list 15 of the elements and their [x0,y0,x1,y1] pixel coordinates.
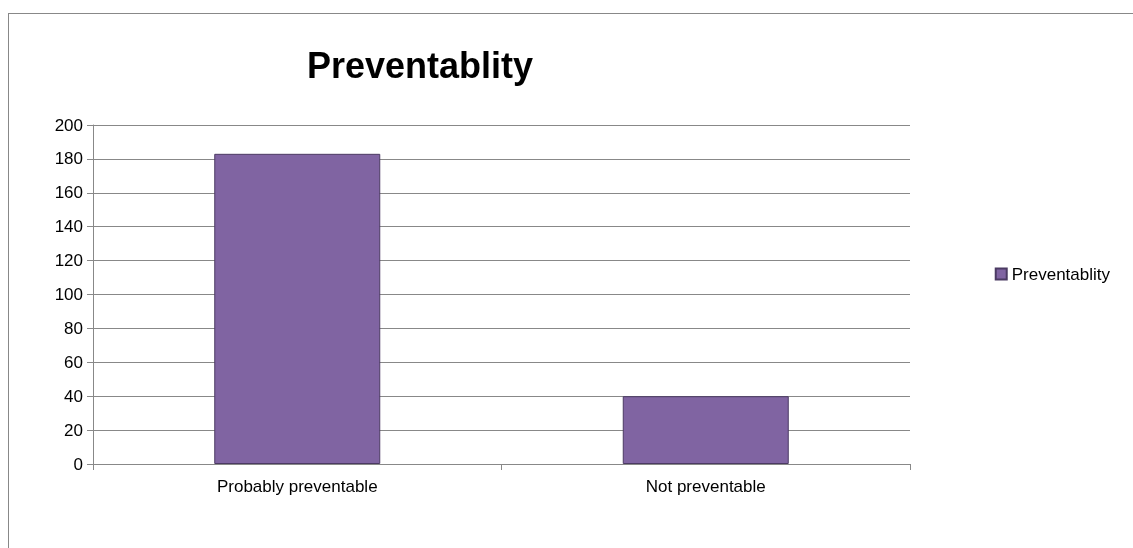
legend-label: Preventablity [1011,264,1111,284]
y-tick-label: 20 [64,420,83,440]
y-tick-label: 60 [64,352,83,372]
y-tick-label: 100 [54,285,83,304]
x-tick-label: Probably preventable [216,477,378,496]
chart-title: Preventablity [306,44,534,86]
y-tick-label: 80 [64,318,83,338]
y-tick-label: 120 [54,251,83,271]
y-tick-label: 160 [54,183,83,203]
y-tick-label: 40 [64,386,83,406]
y-tick-label: 180 [54,149,83,169]
y-tick-label: 0 [73,454,83,474]
y-tick-label: 140 [54,217,83,237]
x-tick-label: Not preventable [645,477,766,496]
y-tick-label: 200 [54,115,83,135]
